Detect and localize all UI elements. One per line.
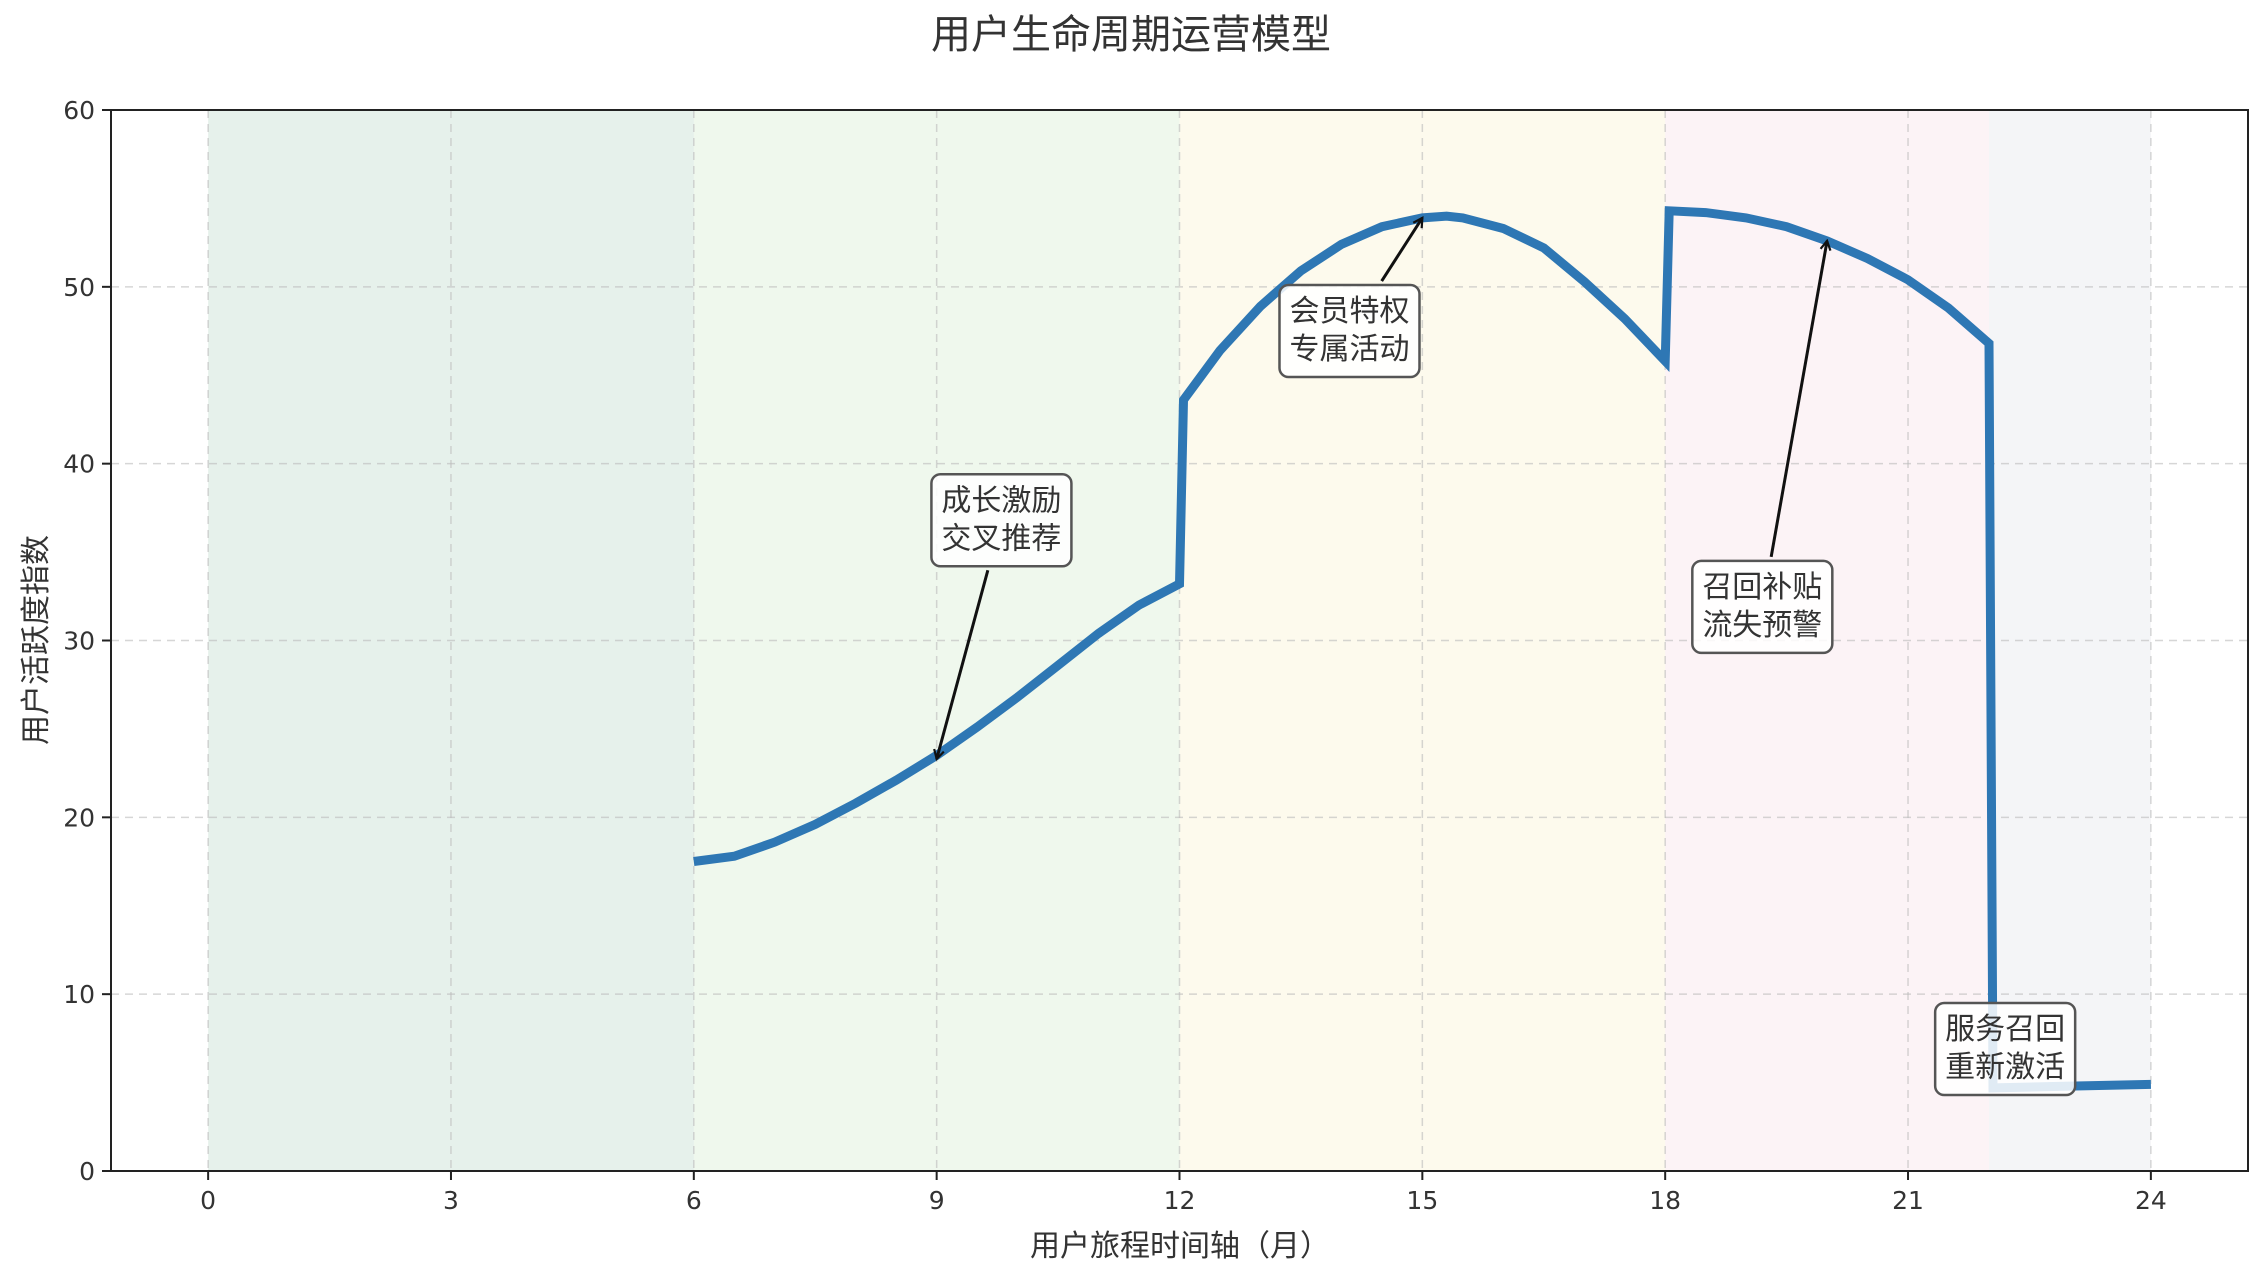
annotation-text: 专属活动 xyxy=(1289,332,1409,367)
y-tick-label: 50 xyxy=(63,273,95,302)
y-tick-label: 30 xyxy=(63,627,95,656)
annotation-box xyxy=(1933,1001,2077,1097)
annotation-arrow xyxy=(1380,218,1424,282)
chart-title: 用户生命周期运营模型 xyxy=(931,12,1331,58)
y-axis-label: 用户活跃度指数 xyxy=(19,535,54,745)
annotation-text: 服务召回 xyxy=(1945,1012,2065,1047)
y-tick-label: 60 xyxy=(63,96,95,125)
x-tick-label: 18 xyxy=(1649,1186,1681,1215)
x-tick-label: 6 xyxy=(686,1186,702,1215)
annotation-box xyxy=(1278,283,1421,379)
annotation-arrow xyxy=(937,569,990,759)
x-tick-label: 3 xyxy=(443,1186,459,1215)
x-tick-label: 0 xyxy=(200,1186,216,1215)
x-tick-label: 24 xyxy=(2135,1186,2167,1215)
x-axis-label: 用户旅程时间轴（月） xyxy=(1030,1229,1330,1264)
x-tick-label: 12 xyxy=(1164,1186,1196,1215)
y-tick-label: 20 xyxy=(63,803,95,832)
annotation-text: 流失预警 xyxy=(1702,608,1822,643)
y-tick-label: 40 xyxy=(63,450,95,479)
x-tick-label: 9 xyxy=(929,1186,945,1215)
y-tick-label: 10 xyxy=(63,980,95,1009)
annotation-arrow xyxy=(1769,241,1827,558)
annotation-text: 召回补贴 xyxy=(1702,570,1822,605)
annotation-text: 成长激励 xyxy=(941,483,1061,518)
x-tick-label: 15 xyxy=(1406,1186,1438,1215)
x-tick-label: 21 xyxy=(1892,1186,1924,1215)
annotation-box xyxy=(1691,559,1834,655)
annotation-text: 重新激活 xyxy=(1945,1050,2065,1085)
annotation-box xyxy=(930,473,1073,568)
y-axis-ticks: 0 10 20 30 40 50 60 xyxy=(63,96,111,1186)
y-tick-label: 0 xyxy=(79,1157,95,1186)
x-axis-ticks: 0 3 6 9 12 15 18 21 24 xyxy=(200,1171,2167,1215)
annotation-text: 交叉推荐 xyxy=(941,521,1061,556)
annotation-text: 会员特权 xyxy=(1289,294,1409,329)
